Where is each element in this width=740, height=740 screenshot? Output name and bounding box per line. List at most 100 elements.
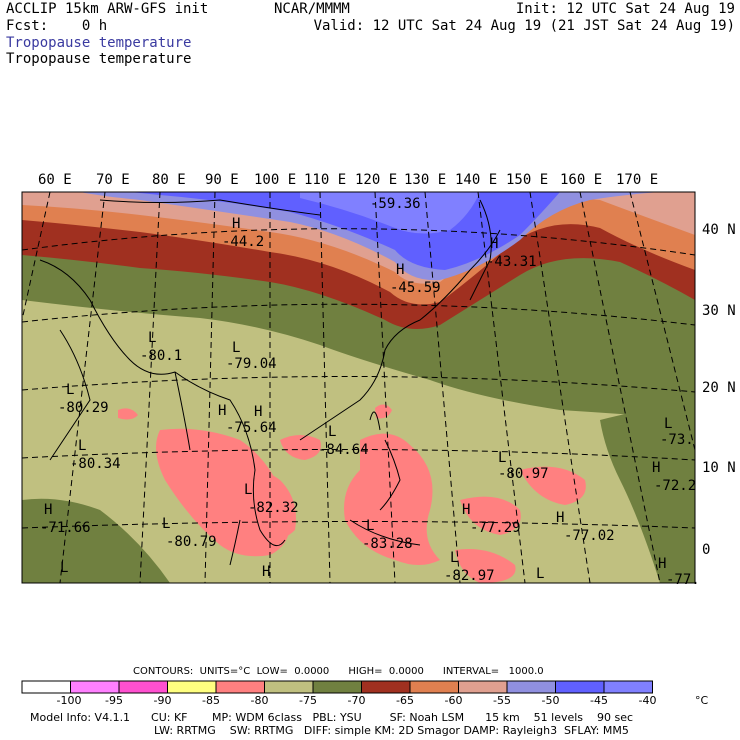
colorbar-swatch: [458, 680, 508, 694]
extrema-value: -45.59: [390, 280, 441, 296]
extrema-symbol: L: [148, 330, 156, 346]
colorbar: [21, 680, 653, 694]
colorbar-label: °C: [695, 694, 709, 707]
graticule: [22, 192, 695, 583]
lat-label: 20 N: [702, 380, 736, 396]
colorbar-label: -45: [590, 694, 608, 707]
colorbar-label: -75: [299, 694, 317, 707]
colorbar-label: -40: [638, 694, 657, 707]
colorbar-label: -80: [250, 694, 269, 707]
contour-info: CONTOURS: UNITS=°C LOW= 0.0000 HIGH= 0.0…: [133, 666, 544, 677]
colorbar-label: -95: [105, 694, 123, 707]
colorbar-swatch: [555, 680, 605, 694]
lon-label: 70 E: [96, 172, 130, 188]
lat-label: 40 N: [702, 222, 736, 238]
extrema-value: -80.79: [166, 534, 217, 550]
extrema-symbol: L: [232, 340, 240, 356]
colorbar-swatch: [215, 680, 265, 694]
map-plot-area: [22, 192, 695, 583]
lat-label: 30 N: [702, 303, 736, 319]
colorbar-label: -70: [347, 694, 366, 707]
coastlines: [39, 199, 501, 566]
colorbar-label: -55: [493, 694, 511, 707]
colorbar-swatch: [312, 680, 362, 694]
extrema-value: -79.04: [226, 356, 277, 372]
extrema-value: -73.: [660, 432, 694, 448]
extrema-symbol: H: [262, 564, 270, 580]
extrema-value: -77.: [666, 572, 700, 588]
extrema-symbol: H: [254, 404, 262, 420]
lon-label: 140 E: [455, 172, 498, 188]
colorbar-label: -85: [202, 694, 220, 707]
extrema-symbol: H: [232, 216, 240, 232]
extrema-symbol: L: [328, 424, 336, 440]
lat-label: 10 N: [702, 460, 736, 476]
header-init-time: Init: 12 UTC Sat 24 Aug 19: [515, 1, 735, 17]
extrema-value: -43.31: [486, 254, 537, 270]
colorbar-swatch: [409, 680, 459, 694]
extrema-symbol: L: [536, 566, 544, 582]
model-info-line1: Model Info: V4.1.1 CU: KF MP: WDM 6class…: [30, 711, 634, 724]
lon-label: 100 E: [254, 172, 297, 188]
extrema-value: -75.64: [226, 420, 277, 436]
lon-label: 150 E: [506, 172, 549, 188]
extrema-value: -80.29: [58, 400, 109, 416]
colorbar-swatch: [603, 680, 653, 694]
extrema-symbol: L: [244, 482, 252, 498]
extrema-value: -77.02: [564, 528, 615, 544]
lon-label: 170 E: [616, 172, 659, 188]
colorbar-swatch: [21, 680, 71, 694]
header-model-title: ACCLIP 15km ARW-GFS init: [6, 1, 209, 17]
colorbar-label: -65: [396, 694, 414, 707]
lon-label: 160 E: [560, 172, 603, 188]
extrema-value: -71.66: [40, 520, 91, 536]
extrema-symbol: L: [498, 450, 506, 466]
extrema-value: -82.97: [444, 568, 495, 584]
extrema-value: -77.29: [470, 520, 521, 536]
extrema-symbol: L: [450, 550, 458, 566]
field-title-blue: Tropopause temperature: [6, 35, 192, 51]
extrema-value: -80.34: [70, 456, 121, 472]
colorbar-swatch: [506, 680, 556, 694]
extrema-value: -80.1: [140, 348, 182, 364]
extrema-symbol: L: [162, 516, 170, 532]
extrema-symbol: L: [66, 382, 74, 398]
extrema-value: -82.32: [248, 500, 299, 516]
colorbar-label: -50: [541, 694, 560, 707]
colorbar-swatch: [264, 680, 314, 694]
extrema-value: -83.28: [362, 536, 413, 552]
colorbar-swatch: [361, 680, 411, 694]
extrema-symbol: H: [652, 460, 660, 476]
lon-label: 90 E: [205, 172, 239, 188]
extrema-value: -80.97: [498, 466, 549, 482]
extrema-symbol: H: [658, 556, 666, 572]
colorbar-label: -100: [56, 694, 82, 707]
extrema-symbol: H: [490, 236, 498, 252]
lon-label: 110 E: [304, 172, 347, 188]
extrema-symbol: L: [78, 438, 86, 454]
extrema-value: -59.36: [370, 196, 421, 212]
lat-label: 0: [702, 542, 711, 558]
header-valid-time: Valid: 12 UTC Sat 24 Aug 19 (21 JST Sat …: [313, 18, 735, 34]
extrema-symbol: L: [664, 416, 672, 432]
lon-label: 80 E: [152, 172, 186, 188]
extrema-symbol: H: [556, 510, 564, 526]
field-title-black: Tropopause temperature: [6, 51, 192, 67]
colorbar-label: -90: [153, 694, 172, 707]
header-forecast-hour: Fcst: 0 h: [6, 18, 108, 34]
extrema-symbol: H: [218, 403, 226, 419]
lon-label: 120 E: [355, 172, 398, 188]
extrema-symbol: H: [396, 262, 404, 278]
map-frame: [21, 191, 696, 584]
header-center: NCAR/MMMM: [274, 1, 350, 17]
extrema-symbol: H: [462, 502, 470, 518]
extrema-symbol: L: [60, 560, 68, 576]
lon-label: 60 E: [38, 172, 72, 188]
lon-label: 130 E: [404, 172, 447, 188]
extrema-value: -72.2: [654, 478, 696, 494]
extrema-value: -44.2: [222, 234, 264, 250]
model-info-line2: LW: RRTMG SW: RRTMG DIFF: simple KM: 2D …: [154, 724, 629, 737]
colorbar-swatch: [167, 680, 217, 694]
colorbar-label: -60: [444, 694, 463, 707]
